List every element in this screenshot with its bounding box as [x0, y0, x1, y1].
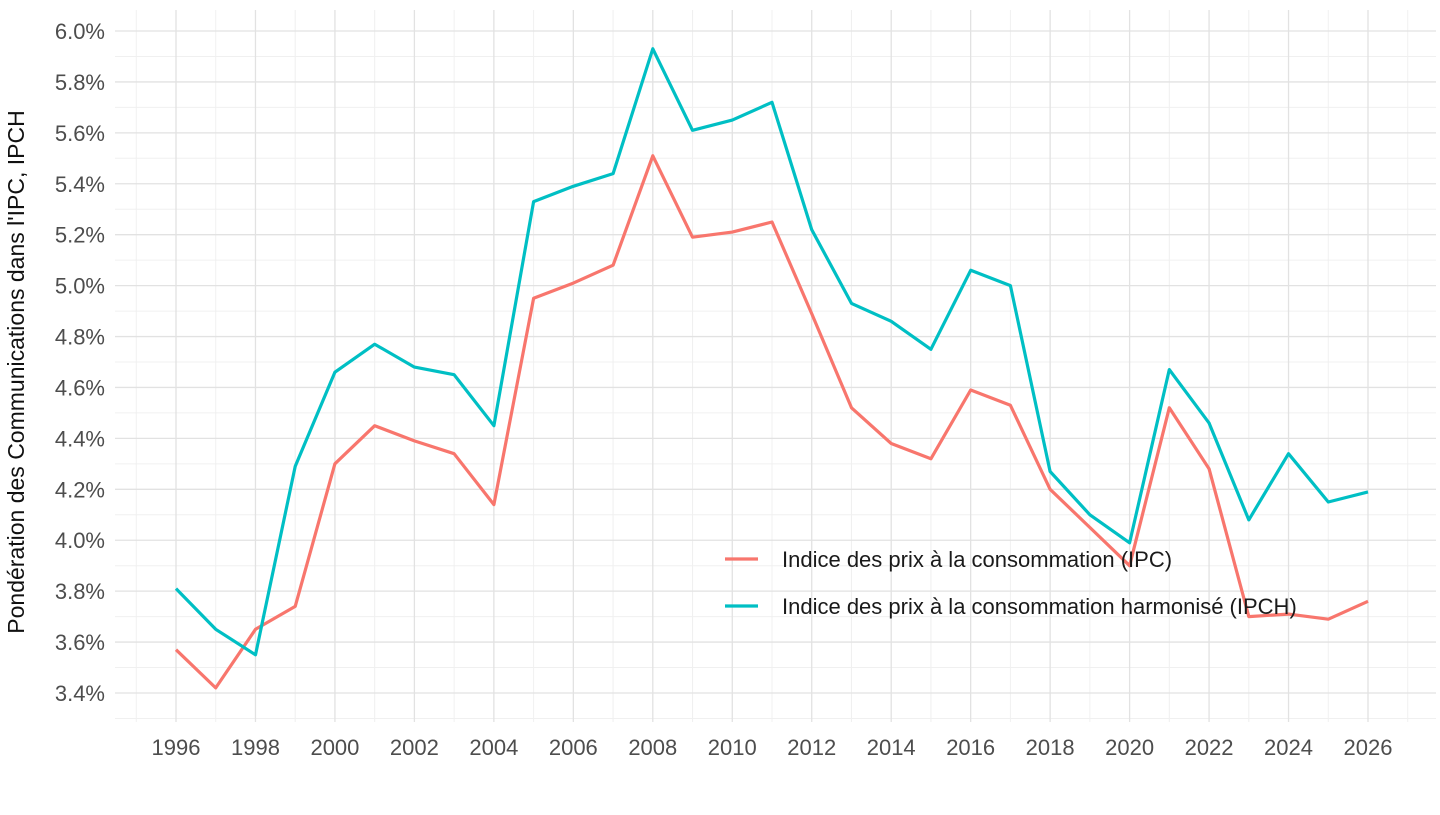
x-tick-label: 2008 — [628, 735, 677, 760]
y-tick-label: 5.0% — [55, 274, 105, 299]
y-tick-label: 5.6% — [55, 121, 105, 146]
x-tick-label: 2002 — [390, 735, 439, 760]
x-axis-tick-labels: 1996 1998 2000 2002 2004 2006 2008 2010 2012 2014… — [152, 735, 1393, 760]
y-axis-tick-labels: 3.4% 3.6% 3.8% 4.0% 4.2% 4.4% 4.6% 4.8% 5.0% 5.2%… — [55, 19, 105, 706]
legend-label-ipc: Indice des prix à la consommation (IPC) — [782, 547, 1172, 572]
x-tick-label: 1996 — [152, 735, 201, 760]
y-tick-label: 4.8% — [55, 325, 105, 350]
x-tick-label: 2010 — [708, 735, 757, 760]
y-tick-label: 6.0% — [55, 19, 105, 44]
x-tick-label: 2024 — [1264, 735, 1313, 760]
y-tick-label: 4.2% — [55, 477, 105, 502]
x-tick-label: 1998 — [231, 735, 280, 760]
x-tick-label: 2004 — [469, 735, 518, 760]
y-tick-label: 5.4% — [55, 172, 105, 197]
x-tick-label: 2012 — [787, 735, 836, 760]
legend-label-ipch: Indice des prix à la consommation harmon… — [782, 594, 1297, 619]
x-tick-label: 2020 — [1105, 735, 1154, 760]
x-tick-label: 2018 — [1026, 735, 1075, 760]
series-line-ipc — [174, 154, 1369, 690]
gridlines-major — [115, 10, 1436, 722]
y-tick-label: 5.2% — [55, 223, 105, 248]
y-tick-label: 5.8% — [55, 70, 105, 95]
x-tick-label: 2014 — [867, 735, 916, 760]
y-tick-label: 3.8% — [55, 579, 105, 604]
y-axis-title: Pondération des Communications dans l'IP… — [3, 110, 29, 633]
gridlines-minor — [115, 10, 1436, 722]
y-tick-label: 4.4% — [55, 426, 105, 451]
x-tick-label: 2022 — [1185, 735, 1234, 760]
y-tick-label: 3.6% — [55, 630, 105, 655]
x-tick-label: 2026 — [1344, 735, 1393, 760]
y-tick-label: 3.4% — [55, 681, 105, 706]
legend: Indice des prix à la consommation (IPC) … — [725, 547, 1297, 619]
x-tick-label: 2006 — [549, 735, 598, 760]
x-tick-label: 2000 — [310, 735, 359, 760]
x-tick-label: 2016 — [946, 735, 995, 760]
series-line-ipch — [174, 47, 1369, 657]
y-tick-label: 4.0% — [55, 528, 105, 553]
series-lines — [174, 47, 1369, 690]
y-tick-label: 4.6% — [55, 375, 105, 400]
